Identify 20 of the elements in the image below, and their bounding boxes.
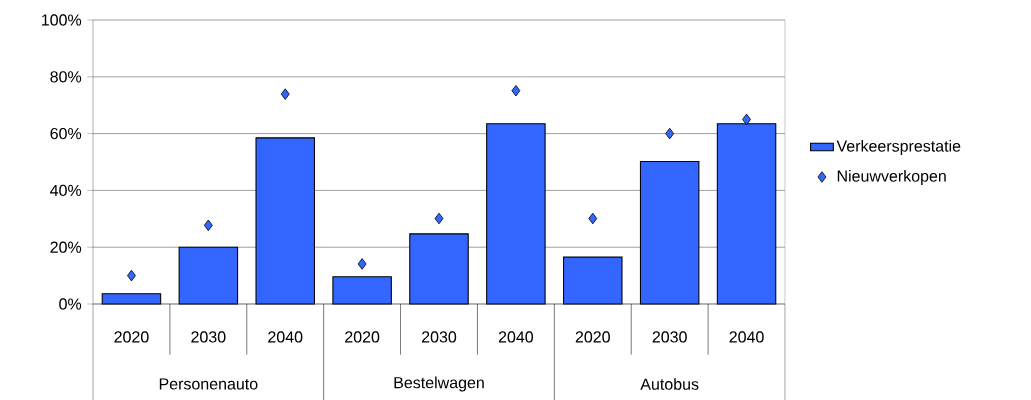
- legend-label: Verkeersprestatie: [836, 139, 961, 155]
- y-tick-label: 20%: [50, 241, 82, 253]
- y-tick-label: 60%: [50, 127, 82, 140]
- text: Personenauto: [159, 378, 258, 390]
- y-tick-label: 100%: [42, 14, 82, 26]
- x-tick-label: 2040: [498, 331, 534, 343]
- x-tick-label: 2030: [191, 331, 226, 343]
- x-tick-label: 2040: [268, 331, 303, 343]
- x-tick-label: 2030: [652, 331, 687, 343]
- text: Bestelwagen: [394, 376, 484, 392]
- legend-label: Nieuwverkopen: [837, 169, 946, 185]
- y-tick-label: 40%: [50, 184, 82, 196]
- x-tick-label: 2030: [422, 331, 457, 343]
- text: Autobus: [640, 378, 699, 390]
- x-tick-label: 2020: [575, 331, 610, 343]
- x-tick-label: 2040: [729, 331, 764, 343]
- y-tick-label: 80%: [50, 71, 82, 83]
- x-tick-label: 2020: [345, 331, 380, 343]
- y-tick-label: 0%: [59, 298, 82, 310]
- x-tick-label: 2020: [114, 331, 149, 343]
